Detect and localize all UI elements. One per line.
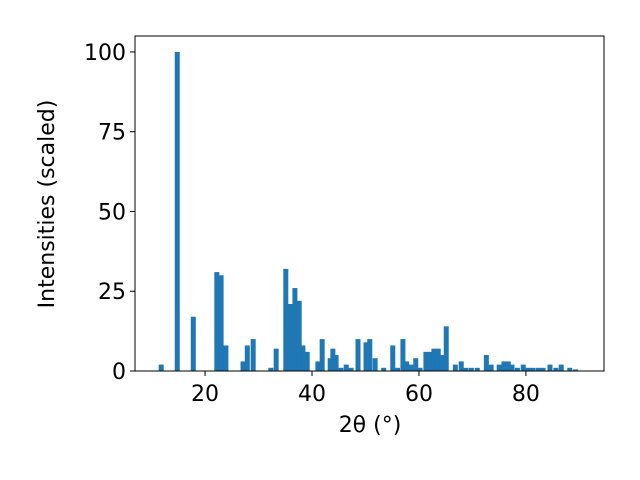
bar: [268, 367, 274, 371]
bar: [372, 358, 378, 371]
bar: [330, 348, 336, 371]
bar: [547, 364, 553, 371]
bar: [304, 351, 310, 371]
bar: [488, 364, 494, 371]
bar: [395, 367, 401, 371]
bar: [327, 358, 333, 371]
bar: [408, 364, 414, 371]
x-tick-label: 80: [512, 382, 540, 407]
bar: [190, 316, 196, 371]
bar: [404, 361, 410, 371]
bar: [240, 361, 246, 371]
bar: [535, 367, 541, 371]
bar: [423, 351, 429, 371]
bar: [333, 355, 339, 371]
x-tick-label: 60: [405, 382, 433, 407]
bar: [501, 361, 507, 371]
bar: [218, 275, 224, 371]
y-tick-label: 0: [112, 360, 126, 385]
bar: [463, 367, 469, 371]
bar: [363, 342, 369, 371]
bar: [400, 339, 406, 371]
bar: [315, 361, 321, 371]
bar: [520, 364, 526, 371]
bar: [573, 369, 579, 371]
bar: [381, 367, 387, 371]
bar: [474, 367, 480, 371]
bar: [483, 355, 489, 371]
bar: [355, 339, 361, 371]
bar: [417, 367, 423, 371]
bar: [439, 355, 445, 371]
bar: [505, 361, 511, 371]
bar: [214, 272, 220, 371]
bar: [496, 364, 502, 371]
bar: [250, 339, 256, 371]
bar: [468, 367, 474, 371]
bar: [530, 367, 536, 371]
bar: [525, 367, 531, 371]
bar: [540, 367, 546, 371]
bar: [338, 367, 344, 371]
plot-frame: [134, 35, 605, 372]
bar: [244, 345, 250, 371]
x-tick-label: 20: [191, 382, 219, 407]
y-tick-label: 100: [84, 41, 126, 66]
bar: [514, 367, 520, 371]
bar: [558, 364, 564, 371]
bar: [427, 351, 433, 371]
bar: [283, 268, 289, 371]
bar: [296, 300, 302, 371]
bar: [273, 348, 279, 371]
bar: [509, 364, 515, 371]
bar: [158, 364, 164, 371]
bar: [300, 345, 306, 371]
x-tick-label: 40: [298, 382, 326, 407]
bar: [174, 51, 180, 371]
y-tick-label: 25: [98, 280, 126, 305]
y-tick-label: 50: [98, 200, 126, 225]
y-tick-label: 75: [98, 121, 126, 146]
bar: [553, 367, 559, 371]
bar: [435, 348, 441, 371]
y-axis-label: Intensities (scaled): [35, 100, 60, 309]
x-axis-label: 2θ (°): [339, 413, 402, 438]
bar: [458, 361, 464, 371]
bar: [431, 348, 437, 371]
bar: [292, 288, 298, 371]
bar: [348, 367, 354, 371]
bar: [413, 358, 419, 371]
bar: [319, 339, 325, 371]
bar: [390, 345, 396, 371]
bar: [567, 367, 573, 371]
bar: [343, 364, 349, 371]
bar: [452, 364, 458, 371]
bar: [287, 304, 293, 371]
bar: [443, 326, 449, 371]
bar: [367, 339, 373, 371]
bar: [223, 345, 229, 371]
